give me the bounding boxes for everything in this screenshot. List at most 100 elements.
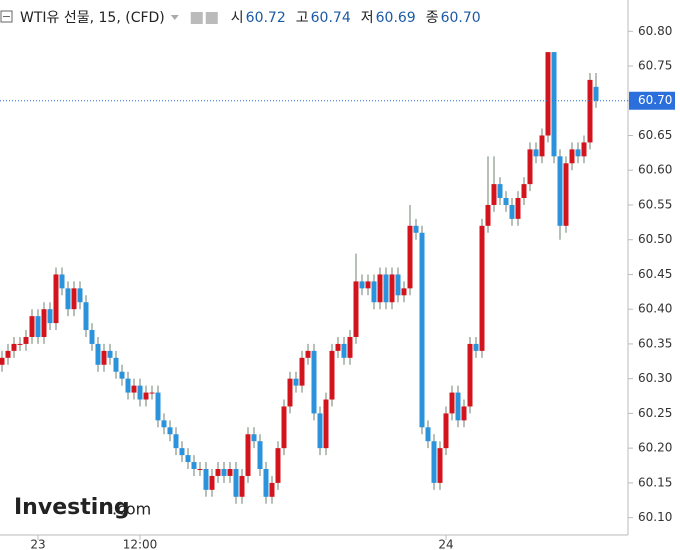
ohlc-value: 60.69 — [376, 10, 416, 26]
ohlc-label: 시 — [231, 10, 244, 26]
y-tick-label: 60.40 — [638, 302, 672, 316]
candle-body — [467, 343, 473, 407]
candle-body — [251, 434, 257, 442]
candle-body — [293, 378, 299, 386]
y-tick-label: 60.75 — [638, 59, 672, 73]
last-price-tag — [629, 91, 675, 110]
y-tick-label: 60.25 — [638, 406, 672, 420]
y-tick-label: 60.30 — [638, 371, 672, 385]
candle-body — [83, 302, 89, 331]
candle-body — [485, 204, 491, 226]
candle-body — [521, 184, 527, 199]
candle-body — [59, 274, 65, 289]
candle-body — [131, 385, 137, 393]
y-tick-label: 60.45 — [638, 267, 672, 281]
candle-body — [215, 468, 221, 476]
x-tick-label: 23 — [30, 538, 45, 550]
ohlc-label: 저 — [361, 10, 374, 26]
y-tick-label: 60.20 — [638, 441, 672, 455]
candle-body — [275, 448, 281, 483]
x-tick-label: 12:00 — [123, 538, 158, 550]
candle-body — [473, 343, 479, 351]
candle-body — [197, 468, 203, 470]
y-tick-label: 60.55 — [638, 197, 672, 211]
candle-body — [395, 274, 401, 296]
candle-body — [539, 135, 545, 157]
candle-body — [125, 378, 131, 393]
candle-body — [347, 336, 353, 358]
candle-body — [281, 406, 287, 449]
candle-body — [581, 142, 587, 157]
collapse-icon[interactable] — [0, 10, 13, 23]
candle-body — [383, 274, 389, 303]
candle-body — [593, 86, 599, 101]
ohlc-label: 고 — [296, 10, 309, 26]
candle-body — [17, 343, 23, 345]
candle-body — [113, 357, 119, 372]
candle-body — [203, 468, 209, 490]
candle-body — [569, 149, 575, 164]
candle-body — [245, 434, 251, 476]
candle-body — [545, 52, 551, 136]
candle-body — [551, 52, 557, 157]
candle-body — [365, 281, 371, 289]
candle-body — [65, 288, 71, 310]
candle-body — [221, 468, 227, 476]
candle-body — [209, 475, 215, 490]
y-tick-label: 60.15 — [638, 475, 672, 489]
candle-body — [371, 281, 377, 303]
candle-body — [0, 357, 5, 365]
candle-body — [527, 149, 533, 185]
candle-body — [143, 392, 149, 400]
candle-body — [179, 448, 185, 456]
ohlc-header: 시 60.72 고 60.74 저 60.69 종 60.70 — [170, 10, 481, 26]
candle-body — [137, 385, 143, 400]
candle-body — [23, 336, 29, 344]
candle-body — [455, 392, 461, 421]
candle-body — [149, 392, 155, 394]
candle-body — [431, 441, 437, 483]
candle-body — [53, 274, 59, 324]
candle-body — [461, 406, 467, 421]
logo: Investing — [14, 495, 130, 520]
candle-body — [401, 288, 407, 296]
y-tick-label: 60.35 — [638, 336, 672, 350]
settings-icon[interactable] — [205, 12, 218, 24]
candle-body — [185, 455, 191, 463]
candle-body — [41, 309, 47, 337]
candle-body — [533, 149, 539, 157]
candle-body — [317, 413, 323, 449]
candle-body — [287, 378, 293, 407]
candle-body — [377, 274, 383, 303]
candle-body — [353, 281, 359, 337]
logo-suffix: .com — [112, 500, 151, 519]
candle-body — [557, 156, 563, 226]
ohlc-value: 60.70 — [441, 10, 481, 26]
candle-body — [389, 274, 395, 303]
candle-body — [311, 350, 317, 414]
candle-body — [335, 343, 341, 351]
ohlc-value: 60.72 — [246, 10, 286, 26]
candle-body — [227, 468, 233, 476]
candle-body — [95, 343, 101, 365]
settings-icon[interactable] — [190, 12, 203, 24]
ohlc-label: 종 — [426, 10, 439, 26]
y-tick-label: 60.10 — [638, 510, 672, 524]
y-tick-label: 60.80 — [638, 24, 672, 38]
candle-body — [497, 184, 503, 199]
candle-body — [575, 149, 581, 157]
candle-body — [449, 392, 455, 414]
candle-body — [407, 225, 413, 289]
candle-body — [173, 434, 179, 449]
chart-title: WTI유 선물, 15, (CFD) — [20, 10, 165, 26]
candle-body — [509, 204, 515, 219]
y-tick-label: 60.60 — [638, 163, 672, 177]
y-tick-label: 60.65 — [638, 128, 672, 142]
candle-body — [443, 413, 449, 449]
candle-body — [587, 79, 593, 143]
candle-body — [77, 288, 83, 303]
candle-body — [233, 468, 239, 497]
candle-body — [155, 392, 161, 421]
candle-body — [269, 482, 275, 497]
